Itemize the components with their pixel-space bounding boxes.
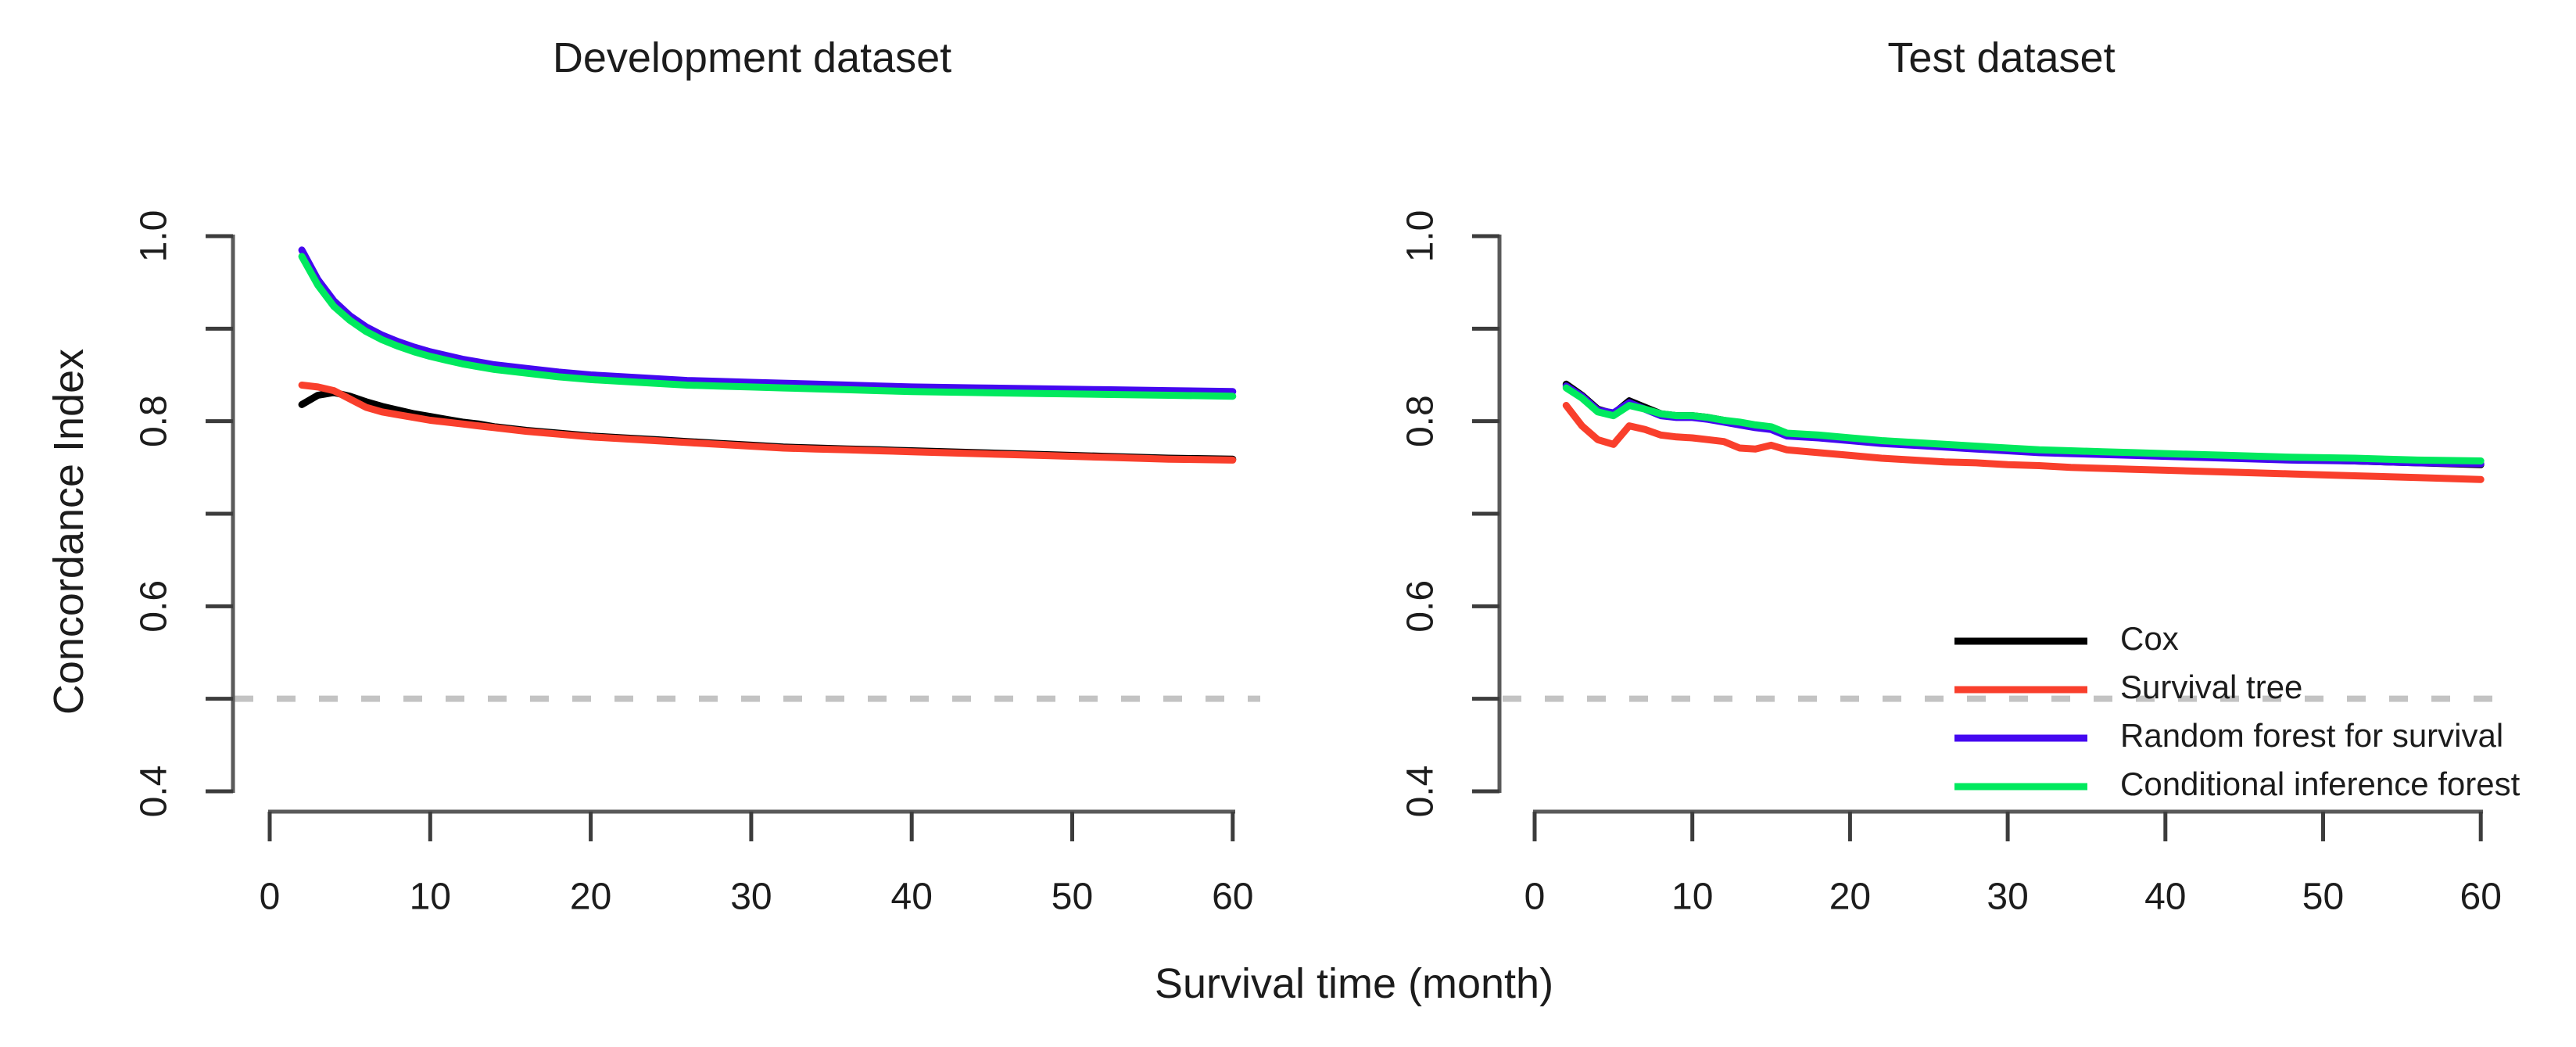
y-axis-label: Concordance Index <box>45 348 92 715</box>
legend-item-random-forest-for-survival: Random forest for survival <box>1954 717 2503 754</box>
development-dataset-y-tick-label-0.8: 0.8 <box>134 395 175 447</box>
development-dataset-x-tick-label-30: 30 <box>730 877 772 918</box>
development-dataset-y-tick-label-1: 1.0 <box>134 210 175 263</box>
development-dataset-line-conditional-inference-forest <box>298 253 1237 400</box>
legend-label-random-forest-for-survival: Random forest for survival <box>2120 717 2503 754</box>
test-dataset-line-survival-tree <box>1562 402 2485 483</box>
test-dataset-x-tick-label-0: 0 <box>1524 877 1546 918</box>
development-dataset-x-tick-label-60: 60 <box>1212 877 1253 918</box>
test-dataset-x-tick-label-60: 60 <box>2460 877 2502 918</box>
development-dataset-line-survival-tree <box>298 382 1237 464</box>
development-dataset-axes <box>231 235 1235 814</box>
development-dataset-x-tick-label-10: 10 <box>410 877 451 918</box>
test-dataset-x-tick-label-40: 40 <box>2144 877 2186 918</box>
legend-item-conditional-inference-forest: Conditional inference forest <box>1954 766 2520 802</box>
development-dataset-x-tick-label-0: 0 <box>260 877 281 918</box>
test-dataset-y-tick-label-0.4: 0.4 <box>1400 766 1442 818</box>
legend-item-cox: Cox <box>1954 620 2179 657</box>
test-dataset-panel: 0.4 0.6 0.8 1.0 0 10 20 30 40 50 60 Cox Survival tre… <box>1400 210 2520 918</box>
development-dataset-x-tick-label-40: 40 <box>891 877 933 918</box>
left-panel-title: Development dataset <box>552 34 952 81</box>
legend-item-survival-tree: Survival tree <box>1954 669 2302 705</box>
test-dataset-line-conditional-inference-forest <box>1562 384 2485 464</box>
legend-label-conditional-inference-forest: Conditional inference forest <box>2120 766 2520 802</box>
development-dataset-panel: 0.4 0.6 0.8 1.0 0 10 20 30 40 50 60 <box>134 210 1260 918</box>
legend-label-cox: Cox <box>2120 620 2179 657</box>
development-dataset-y-tick-label-0.6: 0.6 <box>134 580 175 633</box>
development-dataset-line-random-forest-for-survival <box>298 246 1237 396</box>
test-dataset-x-tick-label-50: 50 <box>2302 877 2344 918</box>
development-dataset-x-tick-label-20: 20 <box>570 877 611 918</box>
x-axis-label: Survival time (month) <box>1154 960 1554 1007</box>
test-dataset-x-tick-label-10: 10 <box>1671 877 1713 918</box>
legend-label-survival-tree: Survival tree <box>2120 669 2302 705</box>
test-dataset-y-tick-label-1: 1.0 <box>1400 210 1442 263</box>
test-dataset-x-tick-label-20: 20 <box>1829 877 1871 918</box>
development-dataset-y-tick-label-0.4: 0.4 <box>134 766 175 818</box>
test-dataset-y-tick-label-0.6: 0.6 <box>1400 580 1442 633</box>
right-panel-title: Test dataset <box>1887 34 2116 81</box>
development-dataset-x-tick-label-50: 50 <box>1052 877 1093 918</box>
legend: Cox Survival tree Random forest for surviv… <box>1954 620 2520 802</box>
test-dataset-y-tick-label-0.8: 0.8 <box>1400 395 1442 447</box>
test-dataset-x-tick-label-30: 30 <box>1987 877 2028 918</box>
